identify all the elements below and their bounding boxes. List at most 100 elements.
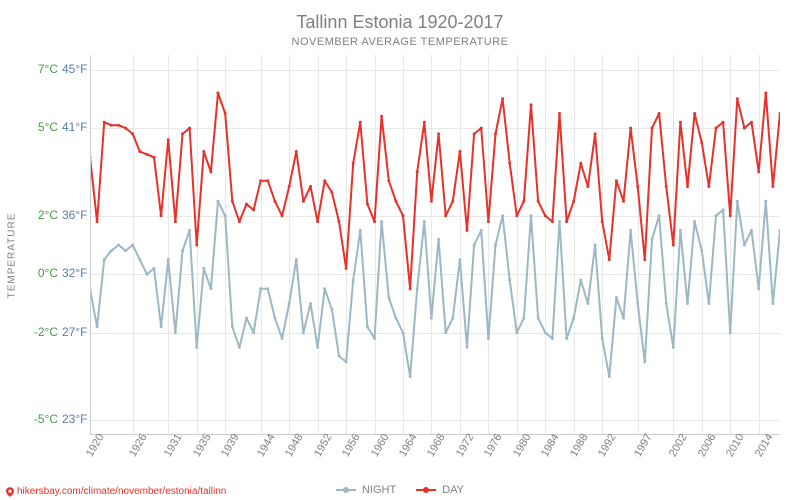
series-marker — [167, 258, 170, 261]
series-marker — [686, 185, 689, 188]
series-marker — [629, 127, 632, 130]
series-marker — [658, 214, 661, 217]
footer: hikersbay.com/climate/november/estonia/t… — [6, 486, 226, 497]
legend-night-label: NIGHT — [362, 484, 396, 496]
y-tick-celsius: 7°C — [28, 62, 58, 76]
y-tick-fahrenheit: 36°F — [62, 208, 87, 222]
series-marker — [174, 331, 177, 334]
series-marker — [345, 360, 348, 363]
series-marker — [430, 200, 433, 203]
series-marker — [544, 331, 547, 334]
series-marker — [145, 273, 148, 276]
series-marker — [487, 220, 490, 223]
series-marker — [217, 200, 220, 203]
series-marker — [330, 191, 333, 194]
series-marker — [110, 249, 113, 252]
series-marker — [651, 127, 654, 130]
series-marker — [779, 112, 781, 115]
series-marker — [188, 229, 191, 232]
series-marker — [636, 302, 639, 305]
series-marker — [181, 249, 184, 252]
x-tick-label: 1964 — [397, 432, 420, 459]
series-marker — [771, 302, 774, 305]
series-marker — [558, 112, 561, 115]
series-marker — [537, 200, 540, 203]
series-marker — [302, 331, 305, 334]
series-marker — [352, 162, 355, 165]
x-tick-label: 1926 — [127, 432, 150, 459]
series-marker — [281, 214, 284, 217]
series-marker — [722, 208, 725, 211]
series-marker — [551, 337, 554, 340]
series-marker — [615, 179, 618, 182]
series-marker — [167, 138, 170, 141]
series-marker — [501, 97, 504, 100]
series-marker — [672, 346, 675, 349]
series-marker — [224, 214, 227, 217]
series-marker — [515, 331, 518, 334]
series-marker — [750, 229, 753, 232]
legend-day-label: DAY — [442, 484, 464, 496]
series-marker — [338, 220, 341, 223]
series-marker — [643, 258, 646, 261]
series-marker — [743, 244, 746, 247]
line-chart-svg — [90, 55, 780, 435]
x-tick-label: 2014 — [753, 432, 776, 459]
series-marker — [487, 337, 490, 340]
series-marker — [672, 244, 675, 247]
series-marker — [380, 220, 383, 223]
series-marker — [409, 375, 412, 378]
series-marker — [686, 302, 689, 305]
series-marker — [366, 325, 369, 328]
series-marker — [316, 346, 319, 349]
series-marker — [437, 238, 440, 241]
series-marker — [494, 132, 497, 135]
series-marker — [771, 185, 774, 188]
series-marker — [338, 355, 341, 358]
series-marker — [138, 258, 141, 261]
series-marker — [266, 179, 269, 182]
series-marker — [131, 132, 134, 135]
series-marker — [131, 244, 134, 247]
series-marker — [288, 302, 291, 305]
series-marker — [736, 200, 739, 203]
series-marker — [195, 346, 198, 349]
series-marker — [565, 337, 568, 340]
series-marker — [145, 153, 148, 156]
series-marker — [423, 121, 426, 124]
x-tick-label: 1960 — [369, 432, 392, 459]
series-marker — [665, 302, 668, 305]
series-marker — [643, 360, 646, 363]
series-marker — [658, 112, 661, 115]
series-marker — [231, 200, 234, 203]
series-marker — [209, 170, 212, 173]
series-marker — [522, 200, 525, 203]
series-marker — [707, 185, 710, 188]
series-marker — [558, 220, 561, 223]
series-marker — [273, 200, 276, 203]
series-line — [90, 93, 780, 289]
series-marker — [245, 317, 248, 320]
y-tick-celsius: 0°C — [28, 266, 58, 280]
series-marker — [594, 132, 597, 135]
series-marker — [238, 220, 241, 223]
series-marker — [750, 121, 753, 124]
series-marker — [700, 141, 703, 144]
series-marker — [601, 337, 604, 340]
series-marker — [330, 308, 333, 311]
series-marker — [544, 214, 547, 217]
series-marker — [110, 124, 113, 127]
y-tick-celsius: -2°C — [28, 325, 58, 339]
series-marker — [586, 302, 589, 305]
series-marker — [295, 258, 298, 261]
series-marker — [309, 302, 312, 305]
series-marker — [96, 220, 99, 223]
series-marker — [117, 244, 120, 247]
series-marker — [373, 337, 376, 340]
x-tick-label: 2010 — [724, 432, 747, 459]
x-tick-label: 1992 — [596, 432, 619, 459]
series-marker — [416, 287, 419, 290]
x-tick-label: 1972 — [454, 432, 477, 459]
series-marker — [473, 132, 476, 135]
series-marker — [629, 229, 632, 232]
